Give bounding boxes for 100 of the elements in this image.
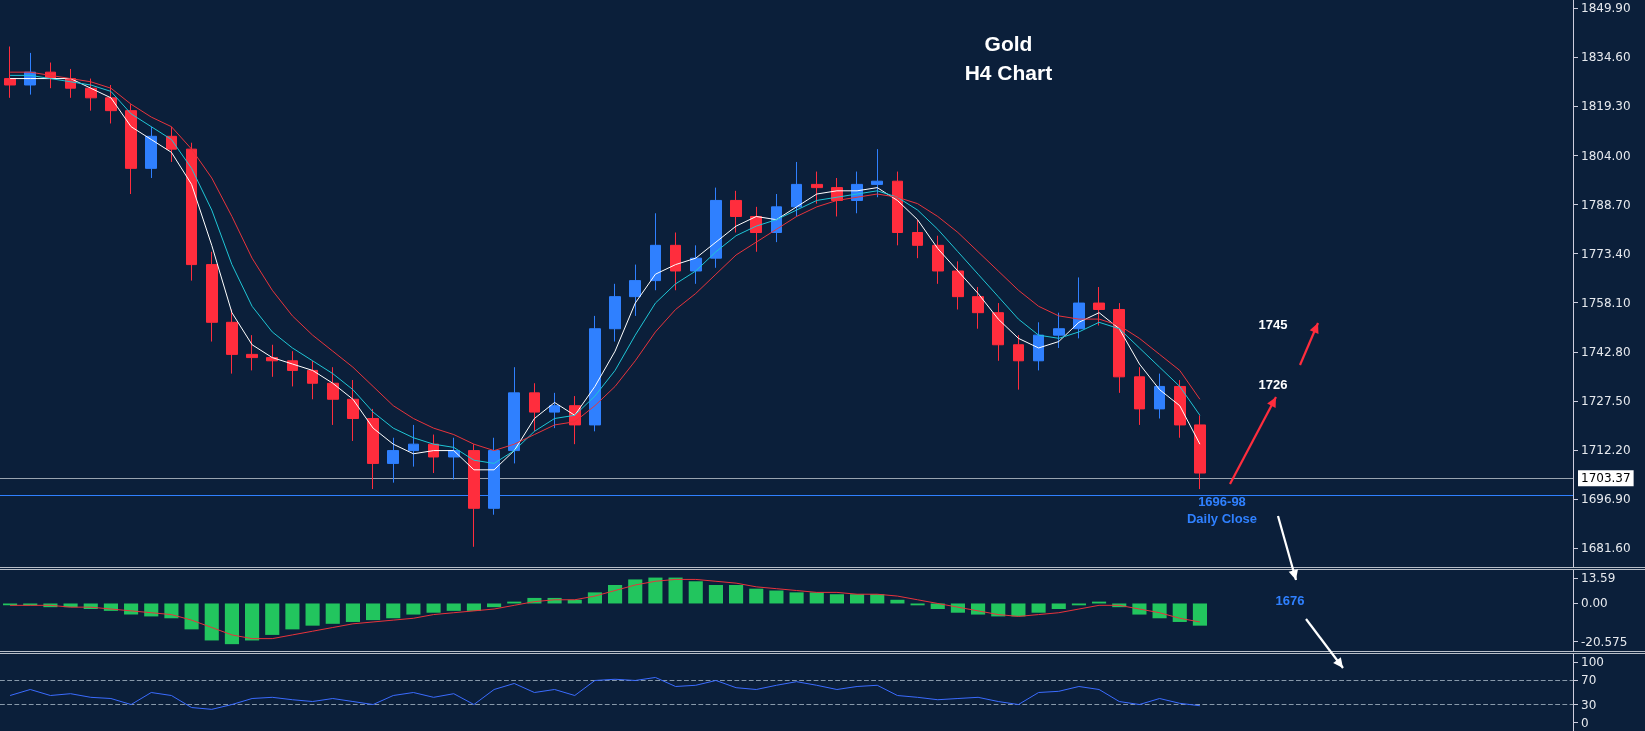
bar	[204, 603, 219, 641]
y-tick-label: 1849.90	[1581, 1, 1631, 16]
bar	[265, 603, 280, 635]
candlestick	[468, 443, 480, 548]
bar	[628, 579, 643, 604]
bar	[809, 592, 824, 604]
candlestick	[85, 78, 97, 112]
text: H4 Chart	[964, 61, 1053, 84]
candlestick	[650, 212, 661, 291]
candlestick	[1134, 366, 1145, 426]
bar	[325, 603, 340, 624]
candlestick	[871, 148, 883, 198]
annotation: 1696-98 Daily Close	[1186, 493, 1258, 527]
candlestick	[549, 392, 560, 429]
bar	[1031, 603, 1046, 613]
line-series	[9, 578, 1201, 640]
bar	[164, 603, 179, 619]
candlestick	[892, 171, 903, 246]
bar	[345, 603, 360, 622]
bar	[648, 577, 663, 604]
candlestick	[1013, 334, 1024, 391]
bar	[245, 603, 260, 641]
ref-line-label: 1703.37	[1581, 471, 1631, 486]
y-tick-label: 0	[1581, 715, 1589, 730]
annotation: 1726	[1258, 375, 1288, 393]
candlestick	[408, 424, 419, 468]
bar	[688, 581, 703, 604]
candlestick	[791, 161, 802, 217]
candlestick	[972, 286, 984, 330]
candlestick	[367, 408, 379, 490]
bar	[769, 590, 784, 604]
bar	[1152, 603, 1167, 619]
candlestick	[629, 264, 641, 317]
candlestick	[529, 382, 540, 432]
bar	[305, 603, 320, 626]
annotation: 1676	[1275, 591, 1305, 609]
bar	[1172, 603, 1187, 622]
candlestick	[670, 232, 681, 291]
y-tick-label: 1727.50	[1581, 393, 1631, 408]
bar	[1051, 603, 1066, 610]
candlestick	[730, 190, 742, 234]
candlestick	[1033, 321, 1044, 371]
bar	[366, 603, 381, 621]
line-series	[9, 676, 1201, 710]
text: Gold	[984, 32, 1033, 55]
candlestick	[1113, 302, 1125, 394]
candlestick	[1174, 379, 1186, 439]
y-tick-label: 1819.30	[1581, 99, 1631, 114]
candlestick	[609, 283, 621, 343]
y-tick-label: 70	[1581, 673, 1597, 688]
candlestick	[246, 334, 258, 371]
bar	[708, 584, 723, 604]
bar	[829, 594, 844, 604]
candlestick	[347, 379, 359, 442]
candlestick	[307, 360, 318, 400]
candlestick	[992, 302, 1004, 362]
y-tick-label: 1681.60	[1581, 541, 1631, 556]
candlestick	[811, 171, 823, 205]
candlestick	[508, 366, 520, 464]
candlestick	[105, 84, 117, 124]
y-tick-label: 1742.80	[1581, 344, 1631, 359]
candlestick	[932, 235, 944, 285]
bar	[1011, 603, 1026, 617]
y-tick-label: 1773.40	[1581, 246, 1631, 261]
candlestick	[912, 219, 923, 259]
candlestick	[589, 315, 601, 432]
bar	[406, 603, 421, 615]
bar	[487, 603, 502, 608]
candlestick	[327, 366, 339, 426]
candlestick	[206, 251, 218, 343]
bar	[184, 603, 199, 630]
y-tick-label: 1834.60	[1581, 50, 1631, 65]
y-tick-label: 100	[1581, 655, 1604, 670]
y-tick-label: 30	[1581, 697, 1597, 712]
bar	[426, 603, 441, 613]
candlestick	[1093, 286, 1105, 327]
candlestick	[387, 437, 399, 484]
bar	[386, 603, 401, 619]
bar	[446, 603, 461, 611]
candlestick	[186, 142, 197, 282]
bar	[1192, 603, 1207, 626]
y-tick-label: 1696.90	[1581, 492, 1631, 507]
annotation: 1745	[1258, 315, 1288, 333]
bar	[466, 603, 481, 611]
candlestick	[1154, 373, 1165, 420]
y-tick-label: 1758.10	[1581, 295, 1631, 310]
bar	[729, 584, 744, 604]
candlestick	[1194, 414, 1206, 490]
y-tick-label: -20.575	[1581, 634, 1628, 649]
bar	[789, 592, 804, 604]
y-tick-label: 0.00	[1581, 596, 1608, 611]
candlestick	[710, 187, 722, 269]
y-tick-label: 1788.70	[1581, 197, 1631, 212]
y-tick-label: 13.59	[1581, 571, 1616, 586]
candlestick	[4, 46, 16, 99]
y-tick-label: 1712.20	[1581, 442, 1631, 457]
bar	[285, 603, 300, 630]
candlestick	[145, 126, 157, 179]
candlestick	[125, 103, 137, 195]
bar	[224, 603, 239, 645]
